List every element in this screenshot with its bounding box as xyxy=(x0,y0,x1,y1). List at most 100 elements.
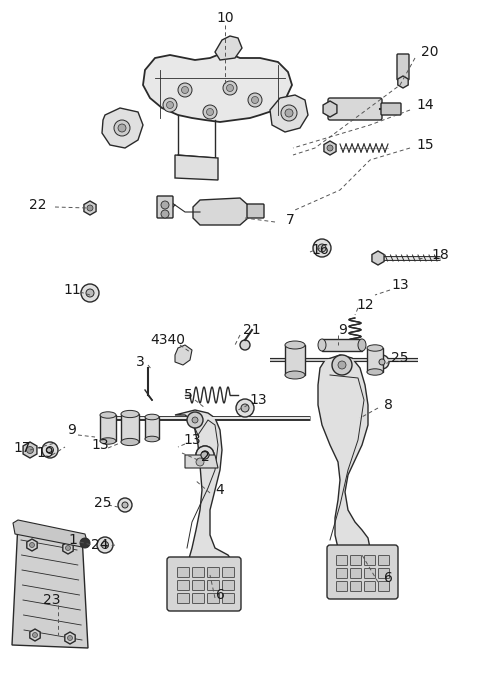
FancyBboxPatch shape xyxy=(223,568,235,578)
Polygon shape xyxy=(193,198,248,225)
Circle shape xyxy=(122,502,128,508)
FancyBboxPatch shape xyxy=(192,568,204,578)
Circle shape xyxy=(192,417,198,423)
FancyBboxPatch shape xyxy=(247,204,264,218)
Text: 8: 8 xyxy=(384,398,393,412)
Text: 3: 3 xyxy=(136,355,144,369)
FancyBboxPatch shape xyxy=(379,581,389,591)
Text: 12: 12 xyxy=(356,298,374,312)
Polygon shape xyxy=(84,201,96,215)
Text: 13: 13 xyxy=(249,393,267,407)
Ellipse shape xyxy=(100,411,116,418)
FancyBboxPatch shape xyxy=(167,557,241,611)
Text: 9: 9 xyxy=(338,323,348,337)
Text: 15: 15 xyxy=(416,138,434,152)
Circle shape xyxy=(201,451,209,459)
Polygon shape xyxy=(215,36,242,60)
FancyBboxPatch shape xyxy=(364,568,375,579)
FancyBboxPatch shape xyxy=(350,568,361,579)
Text: 20: 20 xyxy=(421,45,439,59)
Ellipse shape xyxy=(367,369,383,375)
Circle shape xyxy=(313,239,331,257)
FancyBboxPatch shape xyxy=(397,54,409,80)
Circle shape xyxy=(203,105,217,119)
Text: 5: 5 xyxy=(184,388,192,402)
Text: 2: 2 xyxy=(201,450,209,464)
Polygon shape xyxy=(65,632,75,644)
Circle shape xyxy=(178,83,192,97)
Circle shape xyxy=(181,86,189,94)
Text: 23: 23 xyxy=(43,593,61,607)
Circle shape xyxy=(206,109,214,115)
Polygon shape xyxy=(23,442,37,458)
Polygon shape xyxy=(175,410,235,578)
Ellipse shape xyxy=(358,339,366,351)
Polygon shape xyxy=(63,542,73,554)
Bar xyxy=(145,417,159,439)
Circle shape xyxy=(29,543,35,547)
Ellipse shape xyxy=(121,410,139,418)
Circle shape xyxy=(26,447,34,454)
Polygon shape xyxy=(318,355,370,558)
Ellipse shape xyxy=(145,414,159,420)
Circle shape xyxy=(196,458,204,466)
Circle shape xyxy=(338,361,346,369)
FancyBboxPatch shape xyxy=(327,545,398,599)
Text: 7: 7 xyxy=(286,213,294,227)
Text: 9: 9 xyxy=(68,423,76,437)
Circle shape xyxy=(101,541,108,549)
Circle shape xyxy=(33,633,37,638)
Bar xyxy=(121,414,139,442)
Circle shape xyxy=(227,84,233,92)
FancyBboxPatch shape xyxy=(364,581,375,591)
Circle shape xyxy=(379,359,385,365)
FancyBboxPatch shape xyxy=(223,593,235,604)
Text: 13: 13 xyxy=(183,433,201,447)
FancyBboxPatch shape xyxy=(336,555,348,566)
Circle shape xyxy=(252,96,259,103)
Circle shape xyxy=(161,210,169,218)
Circle shape xyxy=(285,109,293,117)
Bar xyxy=(322,339,362,351)
Text: 25: 25 xyxy=(391,351,409,365)
Text: 22: 22 xyxy=(29,198,47,212)
Text: 6: 6 xyxy=(216,588,225,602)
Polygon shape xyxy=(324,141,336,155)
FancyBboxPatch shape xyxy=(328,98,382,120)
FancyBboxPatch shape xyxy=(207,593,219,604)
Circle shape xyxy=(167,101,173,109)
Circle shape xyxy=(118,498,132,512)
FancyBboxPatch shape xyxy=(364,555,375,566)
FancyBboxPatch shape xyxy=(379,555,389,566)
Circle shape xyxy=(163,98,177,112)
FancyBboxPatch shape xyxy=(178,593,190,604)
Text: 16: 16 xyxy=(311,243,329,257)
Text: 19: 19 xyxy=(36,446,54,460)
Text: 13: 13 xyxy=(391,278,409,292)
Ellipse shape xyxy=(121,439,139,445)
Circle shape xyxy=(201,451,209,459)
Ellipse shape xyxy=(285,341,305,349)
Polygon shape xyxy=(175,345,192,365)
Text: 21: 21 xyxy=(243,323,261,337)
Polygon shape xyxy=(27,539,37,551)
FancyBboxPatch shape xyxy=(350,555,361,566)
Circle shape xyxy=(375,355,389,369)
Circle shape xyxy=(240,340,250,350)
Ellipse shape xyxy=(367,345,383,351)
Circle shape xyxy=(196,446,214,464)
Polygon shape xyxy=(270,95,308,132)
FancyBboxPatch shape xyxy=(350,581,361,591)
Circle shape xyxy=(281,105,297,121)
Circle shape xyxy=(118,124,126,132)
Text: 4: 4 xyxy=(216,483,224,497)
FancyBboxPatch shape xyxy=(178,581,190,591)
Bar xyxy=(367,348,383,372)
Circle shape xyxy=(97,537,113,553)
FancyBboxPatch shape xyxy=(207,568,219,578)
Polygon shape xyxy=(12,522,88,648)
FancyBboxPatch shape xyxy=(178,568,190,578)
Text: 13: 13 xyxy=(91,438,109,452)
Circle shape xyxy=(223,81,237,95)
FancyBboxPatch shape xyxy=(336,581,348,591)
